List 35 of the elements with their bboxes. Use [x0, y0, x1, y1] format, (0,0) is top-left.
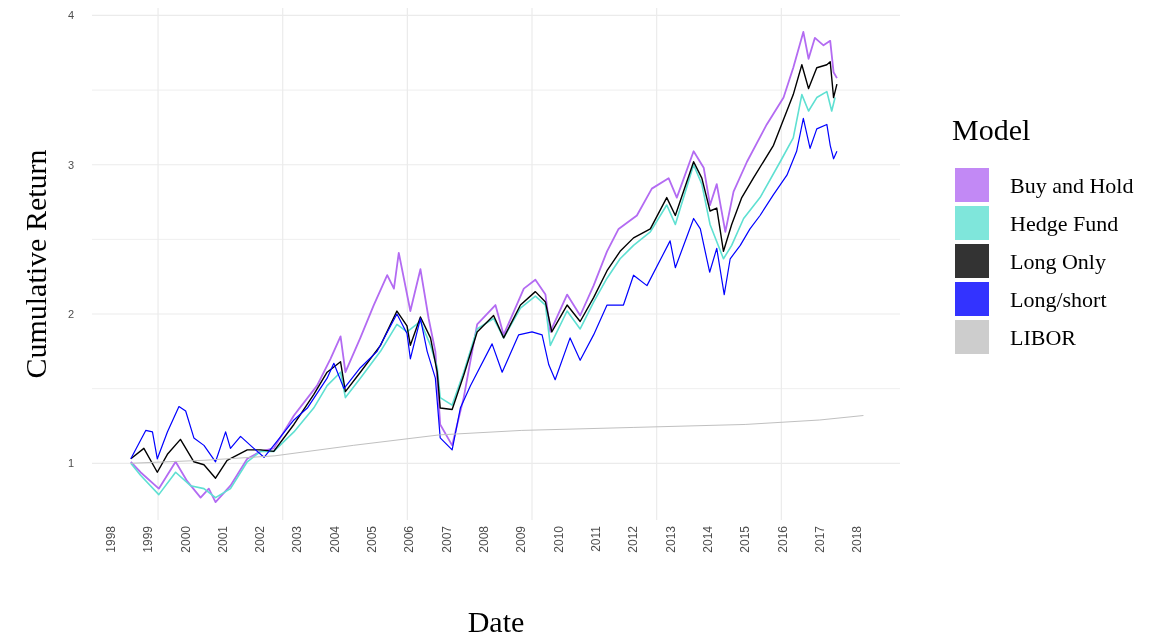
x-tick-label: 2018 — [850, 525, 865, 553]
x-tick-label: 2011 — [589, 525, 604, 552]
x-tick-label: 2013 — [663, 525, 678, 553]
x-tick-label: 2004 — [327, 525, 342, 553]
line-series — [130, 415, 864, 464]
legend-label: Long/short — [1010, 286, 1107, 312]
x-tick-label: 2012 — [626, 525, 641, 553]
y-axis-title: Cumulative Return — [19, 149, 52, 379]
legend-label: Buy and Hold — [1010, 172, 1134, 198]
x-tick-label: 2002 — [253, 525, 268, 553]
y-tick-label: 2 — [67, 307, 74, 320]
x-tick-label: 2006 — [402, 525, 417, 553]
legend-label: LIBOR — [1010, 324, 1077, 350]
y-tick-label: 3 — [67, 158, 74, 171]
line-series — [130, 117, 838, 463]
x-tick-label: 2017 — [812, 525, 827, 553]
x-tick-label: 2000 — [178, 525, 193, 553]
x-tick-label: 2015 — [738, 525, 753, 553]
legend-title: Model — [952, 113, 1031, 146]
x-tick-label: 2007 — [439, 525, 454, 553]
x-tick-label: 2010 — [551, 525, 566, 553]
x-tick-label: 2009 — [514, 525, 529, 553]
legend-label: Long Only — [1010, 248, 1106, 274]
x-tick-label: 1999 — [141, 525, 156, 553]
x-tick-label: 2001 — [215, 525, 230, 553]
x-tick-label: 2003 — [290, 525, 305, 553]
x-tick-label: 2016 — [775, 525, 790, 553]
y-tick-label: 4 — [67, 9, 74, 22]
x-tick-label: 2014 — [701, 525, 715, 553]
x-axis-title: Date — [467, 605, 525, 636]
x-tick-label: 2008 — [477, 525, 492, 553]
y-tick-label: 1 — [67, 457, 74, 470]
x-tick-label: 2005 — [365, 525, 380, 553]
legend-label: Hedge Fund — [1010, 210, 1119, 236]
x-tick-label: 1998 — [103, 525, 118, 553]
